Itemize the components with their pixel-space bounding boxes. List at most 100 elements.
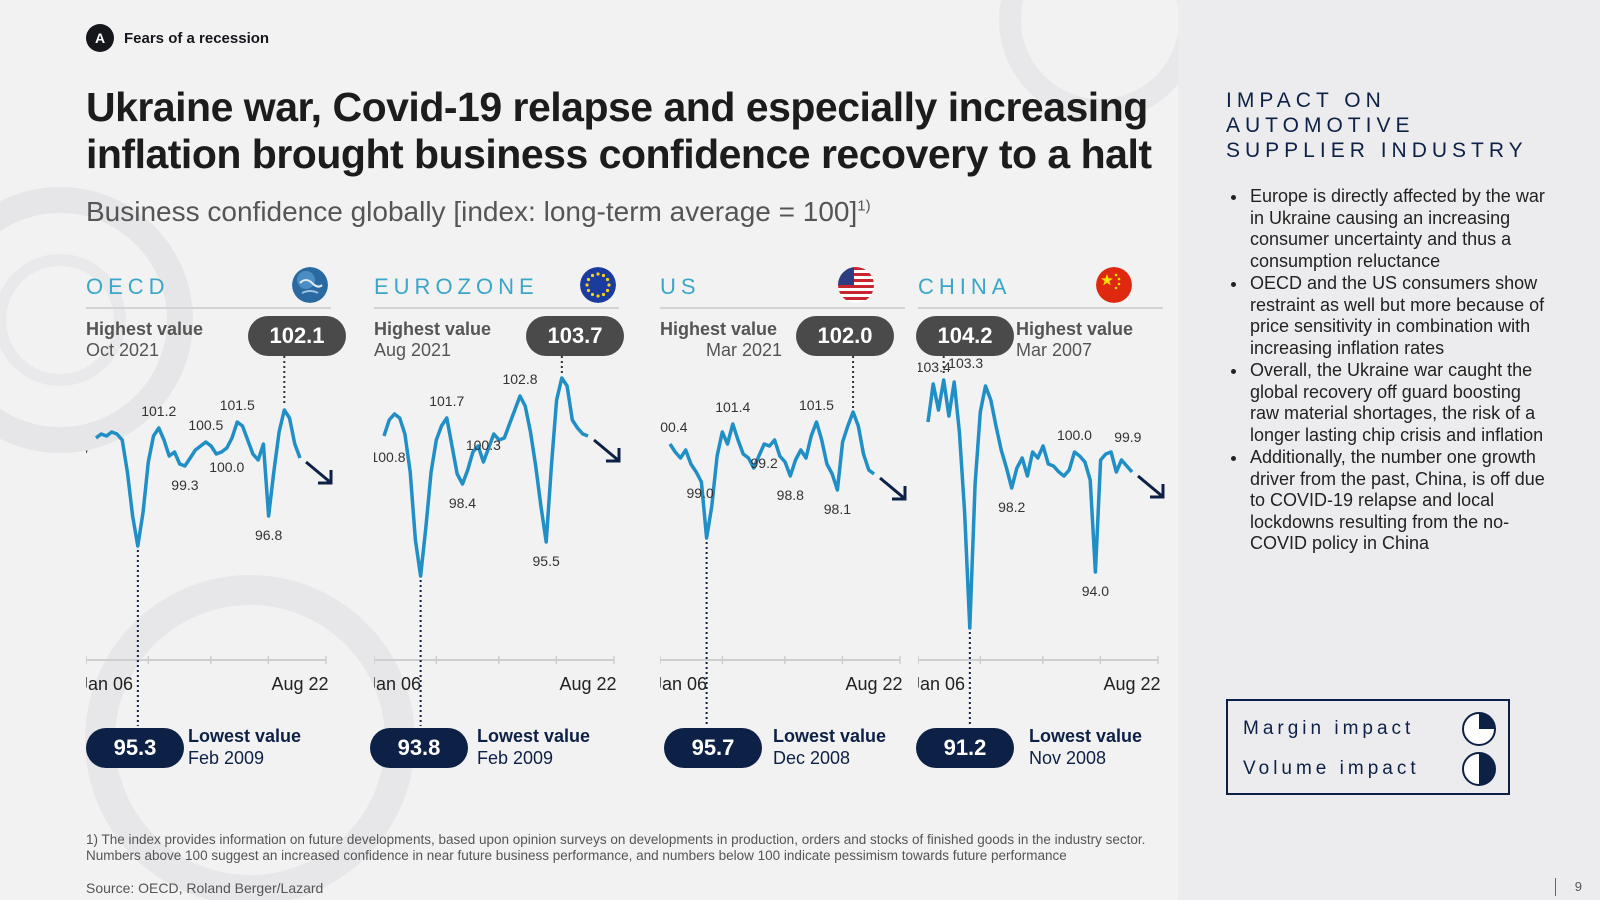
x-tick-label: Aug 22 — [271, 674, 328, 694]
trend-arrow-line — [1137, 474, 1163, 498]
panel-divider — [660, 307, 905, 309]
chart-oecd: Jan 06 Aug 22 100.7 101.2 99.3 100.5 100.0 101.… — [86, 356, 333, 726]
trend-arrow-line — [305, 460, 331, 484]
impact-title-line: IMPACT ON — [1226, 89, 1386, 112]
data-label: 101.5 — [799, 397, 834, 413]
data-label: 102.8 — [502, 371, 537, 387]
trend-arrow-head — [1150, 484, 1165, 499]
panel-divider — [86, 307, 331, 309]
section-tag-text: Fears of a recession — [124, 29, 270, 47]
page-number: 9 — [1574, 879, 1582, 894]
impact-title: IMPACT ON AUTOMOTIVE SUPPLIER INDUSTRY — [1226, 88, 1528, 163]
lowest-date: Dec 2008 — [773, 748, 851, 768]
legend-margin-label: Margin impact — [1243, 718, 1415, 739]
highest-date: Mar 2021 — [706, 340, 783, 360]
footnote: 1) The index provides information on fut… — [86, 832, 1146, 863]
eu-star — [607, 283, 611, 287]
impact-bullet: Additionally, the number one growth driv… — [1248, 447, 1548, 555]
x-tick-label: Jan 06 — [374, 674, 421, 694]
lowest-value-pill: 93.8 — [370, 728, 468, 768]
data-label: 101.7 — [429, 393, 464, 409]
trend-arrow-line — [593, 438, 619, 462]
data-label: 96.8 — [255, 527, 282, 543]
main-content: A Fears of a recession Ukraine war, Covi… — [86, 24, 1165, 896]
series-line-eurozone — [382, 376, 589, 578]
data-label: 100.0 — [209, 459, 244, 475]
data-label: 98.1 — [824, 501, 851, 517]
eu-star — [605, 277, 610, 282]
lowest-date: Nov 2008 — [1029, 748, 1107, 768]
series-line-china — [926, 378, 1134, 630]
legend-margin-row: Margin impact — [1243, 711, 1497, 747]
panel-region-name: OECD — [86, 274, 170, 299]
section-tag: A Fears of a recession — [86, 24, 269, 52]
impact-legend: Margin impact Volume impact — [1226, 699, 1510, 795]
highest-date: Mar 2007 — [1016, 340, 1093, 360]
globe-icon — [292, 267, 328, 303]
trend-arrow-line — [879, 476, 905, 500]
lowest-date: Feb 2009 — [477, 748, 554, 768]
sidebar-impact: IMPACT ON AUTOMOTIVE SUPPLIER INDUSTRY E… — [1178, 0, 1600, 900]
highest-value-pill: 102.1 — [248, 316, 346, 356]
us-flag-icon — [838, 267, 874, 303]
lowest-value-pill: 95.3 — [86, 728, 184, 768]
data-label: 99.2 — [751, 455, 778, 471]
trend-arrow-head — [606, 448, 621, 463]
margin-harvey-ball-icon — [1462, 712, 1496, 746]
chart-us: Jan 06 Aug 22 100.4 99.0 101.4 99.2 98.8 101.5 9… — [660, 356, 907, 726]
panel-region-name: EUROZONE — [374, 274, 539, 299]
eu-star — [601, 273, 606, 278]
eu-star — [586, 277, 591, 282]
page-number-divider — [1555, 878, 1556, 896]
lowest-label: Lowest value — [1029, 726, 1143, 746]
panel-region-name: CHINA — [918, 274, 1012, 299]
data-label: 98.4 — [449, 495, 476, 511]
series-line-oecd — [94, 408, 302, 548]
lowest-value-pill: 95.7 — [664, 728, 762, 768]
highest-value-pill: 102.0 — [796, 316, 894, 356]
data-label: 98.2 — [998, 499, 1025, 515]
legend-volume-row: Volume impact — [1243, 751, 1497, 787]
eu-star — [585, 283, 589, 287]
x-tick-label: Jan 06 — [918, 674, 965, 694]
data-label: 99.3 — [171, 477, 198, 493]
highest-date: Aug 2021 — [374, 340, 452, 360]
eu-star — [586, 288, 591, 293]
lowest-label: Lowest value — [773, 726, 887, 746]
x-tick-label: Jan 06 — [86, 674, 133, 694]
eu-star — [590, 273, 595, 278]
impact-bullet: OECD and the US consumers show restraint… — [1248, 273, 1548, 359]
panel-region-name: US — [660, 274, 701, 299]
eu-star — [601, 292, 606, 297]
source-note: Source: OECD, Roland Berger/Lazard — [86, 880, 324, 896]
section-tag-letter: A — [86, 24, 114, 52]
highest-label: Highest value — [86, 319, 204, 339]
panel-eurozone: EUROZONE Highest value Aug 2021 103.7 Ja… — [370, 262, 632, 782]
highest-label: Highest value — [660, 319, 778, 339]
legend-volume-label: Volume impact — [1243, 758, 1420, 779]
impact-bullet: Europe is directly affected by the war i… — [1248, 186, 1548, 272]
data-label: 94.0 — [1082, 583, 1109, 599]
data-label: 100.8 — [374, 449, 406, 465]
lowest-date: Feb 2009 — [188, 748, 265, 768]
x-tick-label: Aug 22 — [1103, 674, 1160, 694]
data-label: 100.7 — [86, 447, 88, 463]
data-label: 100.4 — [660, 419, 688, 435]
lowest-label: Lowest value — [188, 726, 302, 746]
data-label: 100.5 — [188, 417, 223, 433]
data-label: 95.5 — [533, 553, 560, 569]
china-flag-icon — [1096, 267, 1132, 303]
x-tick-label: Aug 22 — [845, 674, 902, 694]
page-subtitle: Business confidence globally [index: lon… — [86, 196, 871, 228]
eu-star — [605, 288, 610, 293]
impact-title-line: AUTOMOTIVE — [1226, 114, 1415, 137]
data-label: 101.5 — [220, 397, 255, 413]
series-line-us — [668, 410, 876, 540]
x-tick-label: Jan 06 — [660, 674, 707, 694]
volume-harvey-ball-icon — [1462, 752, 1496, 786]
data-label: 101.4 — [715, 399, 750, 415]
chart-eurozone: Jan 06 Aug 22 100.8 101.7 98.4 100.3 102.8 95.5 — [374, 356, 621, 726]
panel-divider — [918, 307, 1163, 309]
data-label: 100.0 — [1057, 427, 1092, 443]
